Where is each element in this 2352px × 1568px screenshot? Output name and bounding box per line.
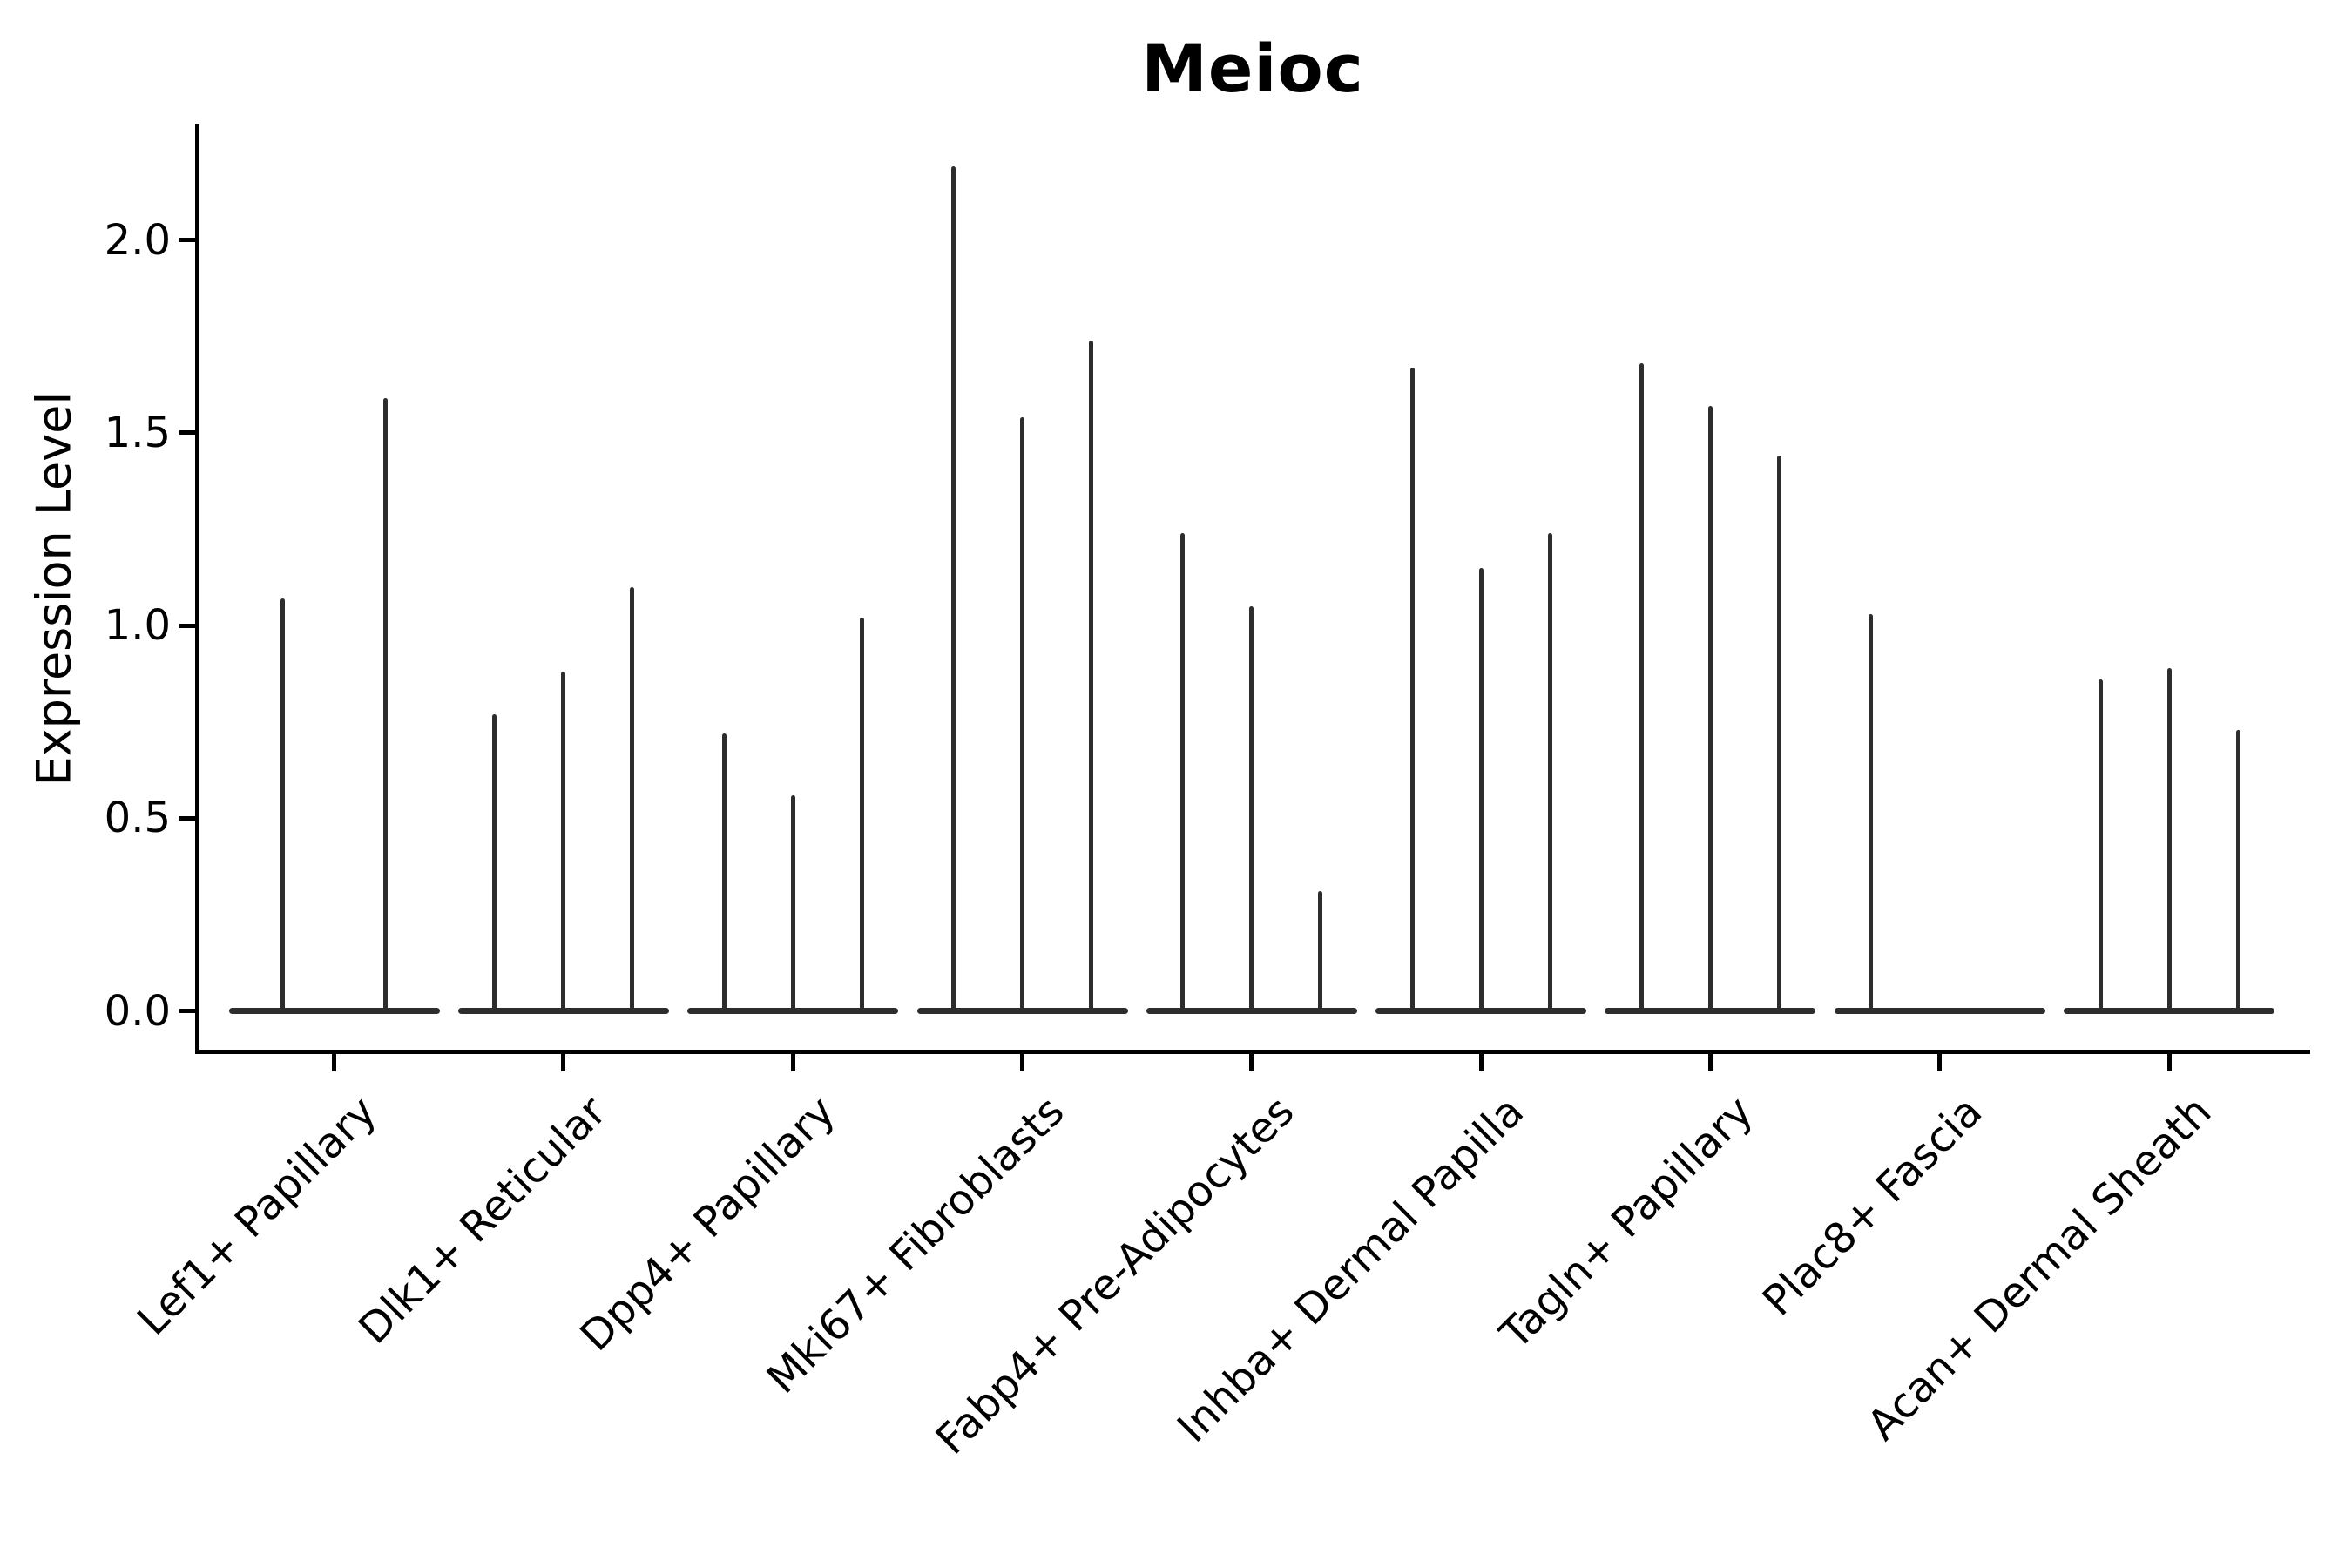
violin-spike — [1089, 340, 1093, 1015]
chart-title: Meioc — [1141, 30, 1364, 107]
violin-spike — [1547, 532, 1552, 1015]
violin-baseline — [228, 1008, 440, 1015]
y-tick-label: 0.0 — [104, 986, 171, 1036]
violin-spike — [492, 713, 497, 1015]
x-tick-mark — [1937, 1054, 1943, 1071]
y-tick-label: 1.5 — [104, 408, 171, 457]
y-tick-mark — [179, 430, 195, 436]
violin-spike — [1409, 367, 1415, 1015]
violin-spike — [790, 794, 795, 1015]
x-tick-label: Lef1+ Papillary — [128, 1086, 387, 1345]
violin-spike — [1776, 456, 1781, 1015]
x-axis-spine — [195, 1050, 2310, 1054]
violin-spike — [561, 672, 566, 1015]
violin-spike — [1318, 891, 1323, 1015]
x-tick-label: Dlk1+ Reticular — [348, 1086, 616, 1354]
x-tick-mark — [790, 1054, 795, 1071]
violin-spike — [2235, 729, 2240, 1015]
x-tick-label: Dpp4+ Papillary — [571, 1086, 845, 1361]
y-tick-label: 2.0 — [104, 215, 171, 265]
y-axis-spine — [195, 124, 199, 1054]
violin-spike — [630, 586, 635, 1015]
y-tick-mark — [179, 623, 195, 628]
violin-spike — [383, 397, 389, 1015]
violin-spike — [1180, 532, 1186, 1015]
x-tick-mark — [1478, 1054, 1484, 1071]
y-tick-mark — [179, 1009, 195, 1014]
x-tick-mark — [561, 1054, 566, 1071]
violin-spike — [951, 166, 956, 1015]
violin-baseline — [1834, 1008, 2045, 1015]
y-tick-mark — [179, 815, 195, 821]
x-tick-label: Plac8+ Fascia — [1753, 1086, 1992, 1326]
violin-spike — [1478, 567, 1484, 1015]
violin-spike — [1639, 363, 1644, 1015]
x-tick-label: Tagln+ Papillary — [1490, 1086, 1762, 1359]
violin-spike — [1869, 613, 1874, 1015]
y-tick-label: 0.5 — [104, 794, 171, 843]
violin-spike — [859, 618, 864, 1015]
violin-spike — [2166, 667, 2172, 1015]
y-tick-mark — [179, 238, 195, 242]
violin-spike — [1707, 405, 1713, 1015]
x-tick-mark — [1249, 1054, 1254, 1071]
violin-spike — [2098, 679, 2103, 1015]
x-tick-mark — [2166, 1054, 2172, 1071]
violin-spike — [721, 733, 727, 1015]
violin-spike — [1249, 605, 1254, 1015]
violin-spike — [1020, 417, 1024, 1015]
x-tick-mark — [1020, 1054, 1024, 1071]
x-tick-mark — [332, 1054, 337, 1071]
violin-spike — [280, 598, 286, 1015]
y-tick-label: 1.0 — [104, 601, 171, 651]
x-tick-mark — [1707, 1054, 1713, 1071]
